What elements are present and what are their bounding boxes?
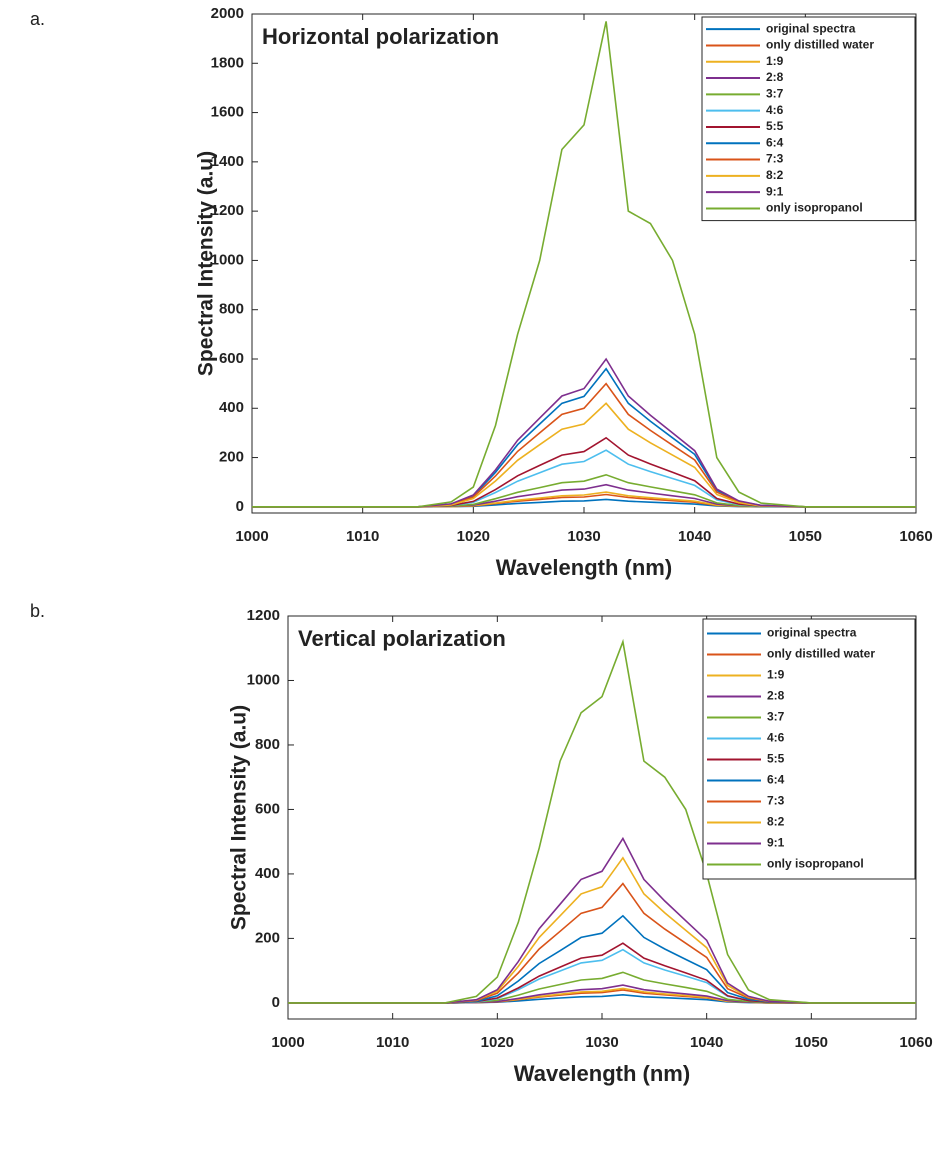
series-line [288, 914, 916, 1004]
panel-label: a. [30, 9, 45, 29]
legend-label: 6:4 [766, 135, 784, 149]
legend-label: only isopropanol [766, 201, 863, 215]
y-tick-label: 1600 [211, 104, 244, 121]
y-axis-label: Spectral Intensity (a.u) [195, 151, 218, 376]
legend-label: 8:2 [766, 168, 784, 182]
series-line [288, 836, 916, 1004]
series-line [288, 638, 916, 1004]
x-tick-label: 1010 [376, 1034, 409, 1051]
series-line [252, 436, 916, 508]
y-tick-label: 0 [236, 498, 244, 515]
legend-label: original spectra [767, 626, 857, 640]
x-tick-label: 1060 [899, 528, 932, 545]
legend-label: original spectra [766, 21, 856, 35]
chart-title: Vertical polarization [298, 626, 506, 651]
series-line [288, 942, 916, 1004]
legend-label: 2:8 [766, 70, 784, 84]
y-tick-label: 1800 [211, 54, 244, 71]
legend-label: only isopropanol [767, 857, 864, 871]
legend-label: 7:3 [766, 152, 784, 166]
y-tick-label: 600 [255, 800, 280, 817]
y-tick-label: 200 [219, 449, 244, 466]
legend-label: 2:8 [767, 689, 785, 703]
y-tick-label: 0 [272, 994, 280, 1011]
y-tick-label: 400 [219, 399, 244, 416]
series-line [288, 882, 916, 1004]
y-tick-label: 2000 [211, 5, 244, 22]
legend-label: 9:1 [767, 836, 785, 850]
y-tick-label: 1000 [211, 251, 244, 268]
legend-label: 3:7 [766, 87, 784, 101]
panel-label: b. [30, 601, 45, 621]
series-line [288, 971, 916, 1004]
legend-label: 5:5 [766, 119, 784, 133]
legend-label: 9:1 [766, 184, 784, 198]
y-tick-label: 200 [255, 929, 280, 946]
x-axis-label: Wavelength (nm) [514, 1061, 690, 1086]
legend-label: only distilled water [767, 647, 875, 661]
legend-label: only distilled water [766, 38, 874, 52]
y-tick-label: 1400 [211, 153, 244, 170]
y-tick-label: 1000 [247, 671, 280, 688]
series-line [252, 21, 916, 508]
x-tick-label: 1010 [346, 528, 379, 545]
series-line [252, 473, 916, 508]
x-tick-label: 1000 [271, 1034, 304, 1051]
x-tick-label: 1020 [481, 1034, 514, 1051]
x-tick-label: 1030 [585, 1034, 618, 1051]
y-axis-label: Spectral Intensity (a.u) [228, 705, 251, 930]
y-tick-label: 800 [219, 301, 244, 318]
x-tick-label: 1050 [795, 1034, 828, 1051]
y-tick-label: 600 [219, 350, 244, 367]
legend-box [701, 16, 916, 222]
x-tick-label: 1000 [235, 528, 268, 545]
y-tick-label: 1200 [247, 607, 280, 624]
x-tick-label: 1040 [678, 528, 711, 545]
x-tick-label: 1020 [457, 528, 490, 545]
x-tick-label: 1060 [899, 1034, 932, 1051]
legend-label: 1:9 [766, 54, 784, 68]
legend-box [702, 618, 916, 880]
legend-label: 4:6 [767, 731, 785, 745]
legend-label: 4:6 [766, 103, 784, 117]
y-tick-label: 1200 [211, 202, 244, 219]
legend-label: 1:9 [767, 668, 785, 682]
series-line [252, 357, 916, 508]
legend-label: 3:7 [767, 710, 785, 724]
legend-label: 8:2 [767, 815, 785, 829]
series-line [252, 402, 916, 508]
x-tick-label: 1040 [690, 1034, 723, 1051]
x-tick-label: 1050 [789, 528, 822, 545]
chart-title: Horizontal polarization [262, 24, 499, 49]
legend-label: 7:3 [767, 794, 785, 808]
x-axis-label: Wavelength (nm) [496, 555, 672, 580]
legend-label: 6:4 [767, 773, 785, 787]
y-tick-label: 800 [255, 736, 280, 753]
x-tick-label: 1030 [567, 528, 600, 545]
y-tick-label: 400 [255, 865, 280, 882]
legend-label: 5:5 [767, 752, 785, 766]
